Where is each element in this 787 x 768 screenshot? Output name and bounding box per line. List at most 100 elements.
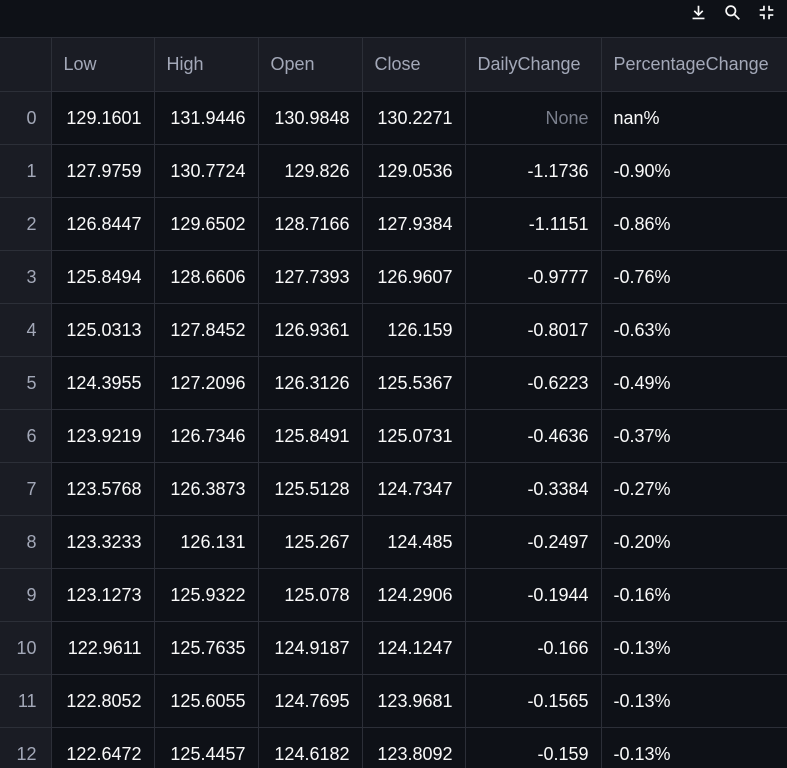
cell-dailychange[interactable]: -0.9777 (465, 251, 601, 304)
column-header-open[interactable]: Open (258, 38, 362, 92)
cell-dailychange[interactable]: -0.2497 (465, 516, 601, 569)
cell-percentagechange[interactable]: -0.13% (601, 728, 787, 768)
column-header-low[interactable]: Low (51, 38, 154, 92)
cell-close[interactable]: 130.2271 (362, 92, 465, 145)
cell-dailychange[interactable]: -1.1736 (465, 145, 601, 198)
cell-percentagechange[interactable]: -0.37% (601, 410, 787, 463)
column-header-dailychange[interactable]: DailyChange (465, 38, 601, 92)
cell-open[interactable]: 130.9848 (258, 92, 362, 145)
row-index: 10 (0, 622, 51, 675)
cell-dailychange[interactable]: -0.8017 (465, 304, 601, 357)
cell-percentagechange[interactable]: -0.20% (601, 516, 787, 569)
cell-dailychange[interactable]: -1.1151 (465, 198, 601, 251)
cell-percentagechange[interactable]: -0.76% (601, 251, 787, 304)
cell-low[interactable]: 125.0313 (51, 304, 154, 357)
cell-dailychange[interactable]: -0.166 (465, 622, 601, 675)
cell-open[interactable]: 128.7166 (258, 198, 362, 251)
cell-close[interactable]: 127.9384 (362, 198, 465, 251)
dataframe-grid[interactable]: Low High Open Close DailyChange Percenta… (0, 37, 787, 768)
cell-close[interactable]: 124.1247 (362, 622, 465, 675)
cell-low[interactable]: 124.3955 (51, 357, 154, 410)
column-header-high[interactable]: High (154, 38, 258, 92)
row-index: 12 (0, 728, 51, 768)
cell-open[interactable]: 129.826 (258, 145, 362, 198)
cell-low[interactable]: 127.9759 (51, 145, 154, 198)
row-index: 7 (0, 463, 51, 516)
cell-percentagechange[interactable]: -0.49% (601, 357, 787, 410)
cell-open[interactable]: 126.3126 (258, 357, 362, 410)
cell-low[interactable]: 123.5768 (51, 463, 154, 516)
cell-dailychange[interactable]: -0.6223 (465, 357, 601, 410)
row-index: 3 (0, 251, 51, 304)
column-header-close[interactable]: Close (362, 38, 465, 92)
cell-open[interactable]: 125.078 (258, 569, 362, 622)
column-header-percentagechange[interactable]: PercentageChange (601, 38, 787, 92)
cell-close[interactable]: 123.9681 (362, 675, 465, 728)
table-toolbar (677, 0, 787, 24)
cell-close[interactable]: 123.8092 (362, 728, 465, 768)
cell-dailychange[interactable]: -0.3384 (465, 463, 601, 516)
cell-high[interactable]: 131.9446 (154, 92, 258, 145)
cell-dailychange[interactable]: -0.159 (465, 728, 601, 768)
cell-high[interactable]: 127.2096 (154, 357, 258, 410)
cell-low[interactable]: 122.6472 (51, 728, 154, 768)
cell-close[interactable]: 124.7347 (362, 463, 465, 516)
cell-dailychange[interactable]: None (465, 92, 601, 145)
cell-high[interactable]: 126.131 (154, 516, 258, 569)
cell-high[interactable]: 125.7635 (154, 622, 258, 675)
cell-high[interactable]: 127.8452 (154, 304, 258, 357)
cell-low[interactable]: 122.8052 (51, 675, 154, 728)
cell-high[interactable]: 125.6055 (154, 675, 258, 728)
cell-low[interactable]: 123.9219 (51, 410, 154, 463)
cell-low[interactable]: 129.1601 (51, 92, 154, 145)
cell-close[interactable]: 125.5367 (362, 357, 465, 410)
cell-low[interactable]: 125.8494 (51, 251, 154, 304)
cell-high[interactable]: 128.6606 (154, 251, 258, 304)
cell-close[interactable]: 126.159 (362, 304, 465, 357)
cell-percentagechange[interactable]: nan% (601, 92, 787, 145)
cell-close[interactable]: 124.2906 (362, 569, 465, 622)
row-index: 9 (0, 569, 51, 622)
exit-fullscreen-icon[interactable] (751, 0, 781, 24)
cell-close[interactable]: 125.0731 (362, 410, 465, 463)
cell-open[interactable]: 127.7393 (258, 251, 362, 304)
cell-low[interactable]: 126.8447 (51, 198, 154, 251)
cell-open[interactable]: 124.6182 (258, 728, 362, 768)
cell-open[interactable]: 124.7695 (258, 675, 362, 728)
cell-high[interactable]: 125.9322 (154, 569, 258, 622)
cell-open[interactable]: 124.9187 (258, 622, 362, 675)
cell-percentagechange[interactable]: -0.86% (601, 198, 787, 251)
cell-percentagechange[interactable]: -0.13% (601, 622, 787, 675)
cell-high[interactable]: 125.4457 (154, 728, 258, 768)
cell-percentagechange[interactable]: -0.27% (601, 463, 787, 516)
cell-high[interactable]: 126.7346 (154, 410, 258, 463)
download-icon[interactable] (683, 0, 713, 24)
cell-percentagechange[interactable]: -0.63% (601, 304, 787, 357)
cell-dailychange[interactable]: -0.1565 (465, 675, 601, 728)
cell-percentagechange[interactable]: -0.90% (601, 145, 787, 198)
cell-open[interactable]: 125.5128 (258, 463, 362, 516)
cell-open[interactable]: 126.9361 (258, 304, 362, 357)
cell-low[interactable]: 123.3233 (51, 516, 154, 569)
cell-percentagechange[interactable]: -0.16% (601, 569, 787, 622)
cell-dailychange[interactable]: -0.1944 (465, 569, 601, 622)
search-icon[interactable] (717, 0, 747, 24)
cell-low[interactable]: 122.9611 (51, 622, 154, 675)
cell-open[interactable]: 125.8491 (258, 410, 362, 463)
cell-percentagechange[interactable]: -0.13% (601, 675, 787, 728)
cell-close[interactable]: 126.9607 (362, 251, 465, 304)
cell-high[interactable]: 126.3873 (154, 463, 258, 516)
cell-low[interactable]: 123.1273 (51, 569, 154, 622)
cell-close[interactable]: 124.485 (362, 516, 465, 569)
cell-close[interactable]: 129.0536 (362, 145, 465, 198)
cell-open[interactable]: 125.267 (258, 516, 362, 569)
row-index: 1 (0, 145, 51, 198)
cell-high[interactable]: 129.6502 (154, 198, 258, 251)
cell-dailychange[interactable]: -0.4636 (465, 410, 601, 463)
cell-high[interactable]: 130.7724 (154, 145, 258, 198)
